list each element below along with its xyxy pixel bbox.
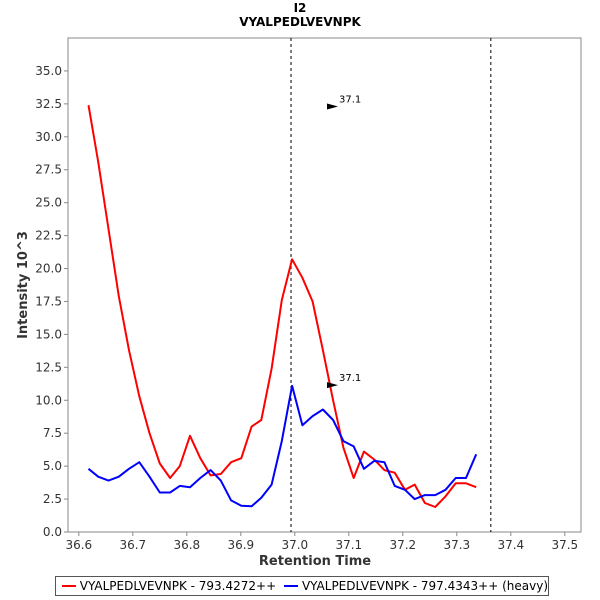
y-axis: 0.0 2.5 5.0 7.5 10.0 12.5 15.0 17.5 20.0 22.5 25.0… [35, 64, 68, 539]
y-tick-label: 7.5 [43, 426, 62, 440]
y-tick-label: 17.5 [35, 294, 62, 308]
y-tick-label: 27.5 [35, 163, 62, 177]
y-tick-label: 0.0 [43, 525, 62, 539]
y-tick-label: 25.0 [35, 196, 62, 210]
y-tick-label: 10.0 [35, 393, 62, 407]
legend-label-heavy: VYALPEDLVEVNPK - 797.4343++ (heavy) [301, 579, 548, 593]
series-group [87, 105, 478, 508]
x-tick-label: 36.7 [119, 538, 146, 552]
annotation-label: 37.1 [339, 373, 361, 384]
legend-swatch-heavy [284, 585, 298, 587]
annotation-arrow [327, 382, 338, 389]
legend-label-light: VYALPEDLVEVNPK - 793.4272++ [79, 579, 277, 593]
series-line-heavy [87, 384, 478, 508]
chart-title: I2 [294, 1, 307, 15]
x-tick-label: 36.6 [65, 538, 92, 552]
legend: VYALPEDLVEVNPK - 793.4272++ VYALPEDLVEVN… [55, 576, 549, 596]
x-tick-label: 37.4 [497, 538, 524, 552]
x-tick-label: 37.1 [335, 538, 362, 552]
y-axis-label: Intensity 10^3 [16, 231, 31, 339]
chart-subtitle: VYALPEDLVEVNPK [239, 15, 361, 29]
legend-swatch-light [62, 585, 76, 587]
y-tick-label: 35.0 [35, 64, 62, 78]
y-tick-label: 15.0 [35, 327, 62, 341]
y-tick-label: 5.0 [43, 459, 62, 473]
x-tick-label: 37.2 [389, 538, 416, 552]
y-tick-label: 22.5 [35, 229, 62, 243]
series-line-light [87, 105, 477, 508]
x-axis: 36.6 36.7 36.8 36.9 37.0 37.1 37.2 37.3 37.4 37.5 [65, 532, 578, 552]
annotation-arrow [327, 103, 338, 110]
plot-area [67, 37, 582, 533]
annotations: 37.1 37.1 [327, 95, 361, 389]
x-tick-label: 36.8 [173, 538, 200, 552]
y-tick-label: 20.0 [35, 262, 62, 276]
x-tick-label: 37.0 [281, 538, 308, 552]
x-tick-label: 37.5 [551, 538, 578, 552]
y-tick-label: 2.5 [43, 492, 62, 506]
peak-boundaries [290, 38, 492, 532]
x-tick-label: 36.9 [227, 538, 254, 552]
y-tick-label: 30.0 [35, 130, 62, 144]
y-tick-label: 12.5 [35, 360, 62, 374]
x-axis-label: Retention Time [259, 554, 371, 569]
annotation-label: 37.1 [339, 95, 361, 106]
x-tick-label: 37.3 [443, 538, 470, 552]
y-tick-label: 32.5 [35, 97, 62, 111]
